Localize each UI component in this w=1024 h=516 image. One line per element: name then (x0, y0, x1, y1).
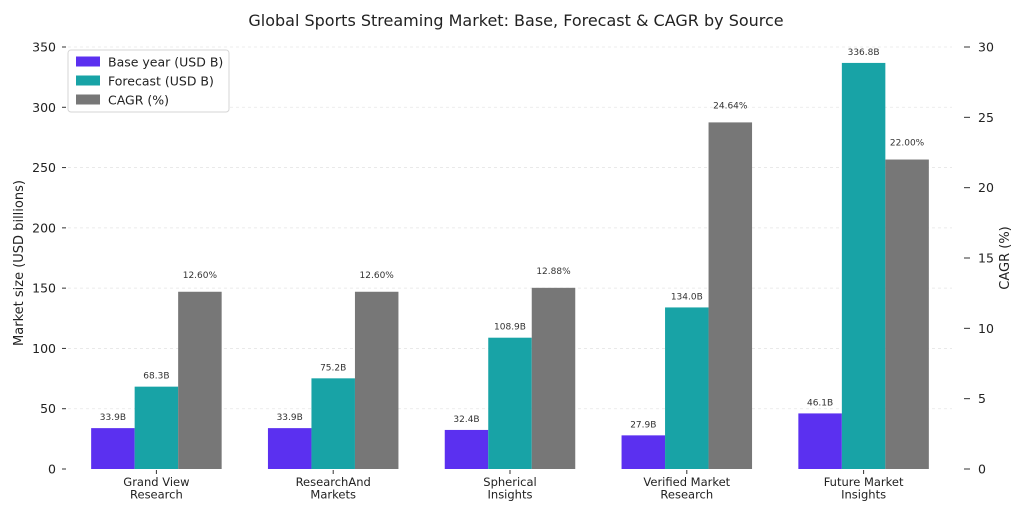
y2-tick-label: 5 (978, 391, 986, 406)
legend: Base year (USD B) Forecast (USD B) CAGR (%… (67, 49, 230, 113)
y-tick-label: 100 (32, 341, 56, 356)
y-tick-label: 50 (40, 401, 56, 416)
bar-value-label: 134.0B (671, 292, 703, 302)
bar-value-label: 22.00% (890, 139, 925, 149)
y2-axis-title: CAGR (%) (998, 226, 1013, 289)
bar (267, 428, 312, 469)
bar-value-label: 68.3B (143, 372, 169, 382)
x-tick-label: Insights (488, 488, 533, 502)
bar (354, 291, 399, 469)
bar (665, 307, 709, 469)
legend-swatch (76, 56, 100, 67)
legend-label: Base year (USD B) (108, 55, 223, 70)
bar-value-label: 12.60% (183, 271, 218, 281)
category-labels: Grand ViewResearchResearchAndMarketsSphe… (123, 470, 904, 502)
bar-value-label: 33.9B (100, 413, 126, 423)
left-axis: 0 50 100 150 200 250 300 350 (32, 40, 66, 477)
bar (798, 413, 842, 469)
x-tick-label: Markets (310, 488, 356, 502)
bar-value-label: 12.88% (536, 267, 571, 277)
y-tick-label: 300 (32, 100, 56, 115)
bar (621, 435, 666, 469)
bar (91, 428, 135, 469)
y2-tick-label: 20 (978, 180, 994, 195)
bar (134, 386, 179, 469)
x-tick-label: ResearchAnd (296, 475, 371, 489)
bar-labels: 33.9B 68.3B 12.60% 33.9B 75.2B 12.60% 32.4B 108… (100, 48, 925, 430)
y2-tick-label: 30 (978, 40, 994, 55)
right-axis: 0 5 10 15 20 25 30 (964, 40, 994, 477)
bar (885, 159, 929, 470)
y2-tick-label: 10 (978, 321, 994, 336)
bar-value-label: 33.9B (277, 413, 303, 423)
legend-label: Forecast (USD B) (108, 74, 214, 89)
y-tick-label: 350 (32, 40, 56, 55)
x-tick-label: Spherical (483, 475, 536, 489)
bar-value-label: 75.2B (320, 363, 346, 373)
bar-value-label: 108.9B (494, 323, 526, 333)
legend-box (67, 49, 230, 113)
legend-label: CAGR (%) (108, 93, 169, 108)
bar-value-label: 32.4B (453, 415, 479, 425)
bar (311, 378, 355, 469)
bar-value-label: 24.64% (713, 101, 748, 111)
x-tick-label: Research (130, 488, 183, 502)
bar (531, 287, 576, 469)
y-tick-label: 150 (32, 281, 56, 296)
y-tick-label: 250 (32, 160, 56, 175)
bar (488, 337, 532, 469)
bar-value-label: 27.9B (630, 420, 656, 430)
x-tick-label: Grand View (123, 475, 189, 489)
bar (708, 122, 753, 469)
bar (444, 429, 489, 469)
bars (91, 62, 929, 470)
bar-value-label: 46.1B (807, 398, 833, 408)
y2-tick-label: 25 (978, 110, 994, 125)
x-tick-label: Verified Market (643, 475, 730, 489)
chart-title: Global Sports Streaming Market: Base, Fo… (248, 11, 783, 30)
bar-value-label: 12.60% (360, 271, 395, 281)
x-tick-label: Insights (841, 488, 886, 502)
x-tick-label: Future Market (824, 475, 904, 489)
legend-swatch (76, 94, 100, 105)
y2-tick-label: 15 (978, 251, 994, 266)
x-tick-label: Research (660, 488, 713, 502)
bar-value-label: 336.8B (848, 48, 880, 58)
y-axis-title: Market size (USD billions) (12, 180, 27, 346)
bar (841, 62, 886, 469)
y-tick-label: 200 (32, 220, 56, 235)
y2-tick-label: 0 (978, 462, 986, 477)
legend-swatch (76, 75, 100, 86)
bar (178, 291, 222, 469)
y-tick-label: 0 (48, 462, 56, 477)
